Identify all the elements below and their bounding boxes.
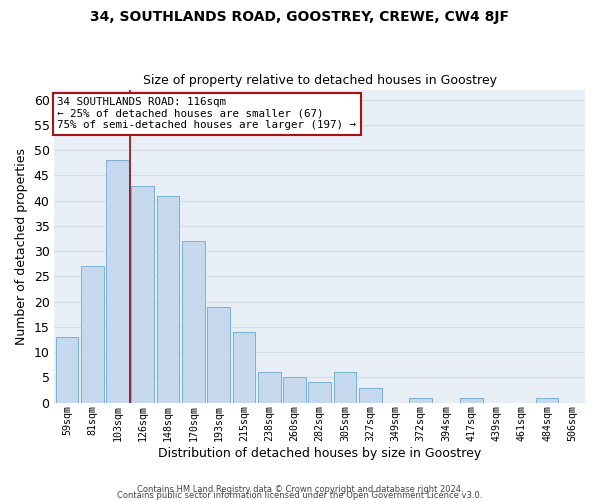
Text: Contains public sector information licensed under the Open Government Licence v3: Contains public sector information licen… xyxy=(118,490,482,500)
X-axis label: Distribution of detached houses by size in Goostrey: Distribution of detached houses by size … xyxy=(158,447,481,460)
Bar xyxy=(182,241,205,402)
Bar xyxy=(207,306,230,402)
Bar xyxy=(157,196,179,402)
Title: Size of property relative to detached houses in Goostrey: Size of property relative to detached ho… xyxy=(143,74,497,87)
Bar xyxy=(334,372,356,402)
Y-axis label: Number of detached properties: Number of detached properties xyxy=(15,148,28,344)
Bar xyxy=(106,160,129,402)
Bar xyxy=(283,378,306,402)
Bar xyxy=(81,266,104,402)
Text: 34, SOUTHLANDS ROAD, GOOSTREY, CREWE, CW4 8JF: 34, SOUTHLANDS ROAD, GOOSTREY, CREWE, CW… xyxy=(91,10,509,24)
Bar xyxy=(536,398,559,402)
Bar xyxy=(258,372,281,402)
Text: 34 SOUTHLANDS ROAD: 116sqm
← 25% of detached houses are smaller (67)
75% of semi: 34 SOUTHLANDS ROAD: 116sqm ← 25% of deta… xyxy=(58,97,356,130)
Bar xyxy=(460,398,482,402)
Bar xyxy=(56,337,79,402)
Bar xyxy=(359,388,382,402)
Bar xyxy=(308,382,331,402)
Bar xyxy=(409,398,432,402)
Bar xyxy=(233,332,255,402)
Text: Contains HM Land Registry data © Crown copyright and database right 2024.: Contains HM Land Registry data © Crown c… xyxy=(137,484,463,494)
Bar xyxy=(131,186,154,402)
